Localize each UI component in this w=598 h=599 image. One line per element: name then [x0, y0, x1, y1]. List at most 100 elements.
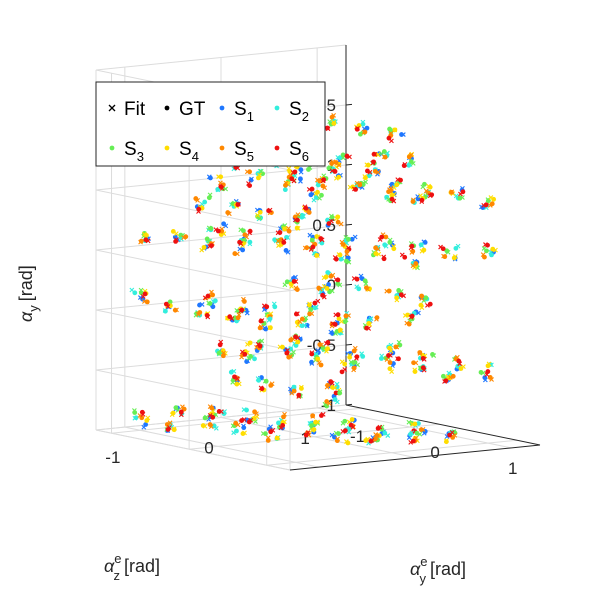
- fit-stroke: [140, 294, 146, 299]
- fit-stroke: [345, 351, 350, 356]
- fit-stroke: [238, 308, 244, 314]
- fit-stroke: [421, 367, 427, 373]
- fit-marker: [213, 227, 219, 233]
- x-tick-label: 1: [508, 459, 517, 478]
- fit-stroke: [353, 355, 359, 361]
- fit-marker: [329, 288, 335, 294]
- fit-marker: [353, 355, 359, 361]
- fit-marker: [268, 424, 274, 430]
- fit-marker: [452, 254, 458, 259]
- fit-stroke: [206, 174, 212, 180]
- fit-marker: [362, 174, 368, 179]
- fit-marker: [336, 162, 342, 168]
- fit-marker: [480, 370, 486, 376]
- fit-stroke: [257, 215, 263, 221]
- point-s3: [256, 339, 262, 345]
- fit-stroke: [138, 287, 144, 293]
- fit-stroke: [370, 160, 376, 166]
- fit-stroke: [238, 241, 244, 247]
- legend-label: GT: [179, 99, 206, 120]
- fit-marker: [129, 287, 135, 293]
- x-axis-label: αe y [rad]: [410, 554, 466, 586]
- fit-marker: [138, 287, 144, 293]
- y-tick-mark-3: [345, 283, 353, 286]
- fit-stroke: [337, 389, 343, 395]
- fit-stroke: [442, 379, 447, 384]
- point-s6: [247, 183, 253, 188]
- fit-marker: [282, 282, 288, 288]
- fit-stroke: [234, 308, 240, 313]
- fit-stroke: [306, 186, 312, 192]
- fit-marker: [354, 180, 360, 186]
- fit-marker: [307, 307, 313, 313]
- fit-marker: [340, 429, 346, 434]
- fit-marker: [458, 191, 463, 197]
- fit-marker: [337, 389, 343, 395]
- legend-marker-dot: [219, 105, 225, 111]
- fit-marker: [229, 316, 235, 322]
- fit-marker: [255, 376, 261, 382]
- fit-stroke: [339, 239, 345, 245]
- fit-marker: [207, 413, 213, 418]
- fit-stroke: [254, 411, 259, 417]
- fit-marker: [245, 358, 250, 364]
- fit-stroke: [386, 197, 391, 202]
- fit-stroke: [141, 299, 147, 304]
- fit-marker: [438, 244, 443, 250]
- fit-stroke: [258, 385, 264, 391]
- fit-stroke: [404, 320, 410, 326]
- fit-stroke: [247, 230, 253, 236]
- fit-marker: [460, 364, 466, 370]
- fit-marker: [334, 399, 340, 405]
- point-s3: [344, 258, 349, 264]
- fit-stroke: [409, 430, 415, 436]
- fit-marker: [346, 259, 352, 265]
- fit-marker: [307, 232, 313, 238]
- fit-marker: [309, 361, 315, 366]
- point-s5: [335, 219, 341, 225]
- z-axis-label: αe z [rad]: [104, 551, 160, 583]
- legend-entry: S4: [164, 139, 199, 164]
- fit-marker: [289, 390, 295, 396]
- fit-marker: [241, 417, 247, 422]
- fit-stroke: [425, 302, 430, 308]
- fit-marker: [395, 177, 401, 183]
- fit-stroke: [296, 394, 302, 399]
- fit-marker: [298, 384, 304, 390]
- fit-stroke: [297, 319, 303, 324]
- fit-marker: [420, 427, 426, 432]
- fit-marker: [486, 361, 492, 367]
- fit-stroke: [313, 191, 319, 197]
- fit-marker: [162, 308, 168, 313]
- fit-marker: [305, 430, 311, 435]
- fit-marker: [408, 152, 414, 158]
- fit-marker: [309, 427, 315, 433]
- fit-stroke: [453, 193, 459, 199]
- fit-stroke: [401, 293, 406, 299]
- fit-marker: [365, 286, 370, 292]
- fit-stroke: [335, 436, 340, 442]
- fit-marker: [381, 254, 387, 260]
- fit-stroke: [302, 245, 308, 251]
- fit-stroke: [231, 368, 237, 374]
- fit-stroke: [206, 225, 212, 231]
- legend-box: [95, 81, 326, 167]
- fit-stroke: [410, 421, 415, 427]
- fit-marker: [335, 154, 341, 160]
- fit-marker: [138, 239, 143, 245]
- fit-stroke: [298, 384, 304, 390]
- fit-stroke: [246, 355, 252, 361]
- grid-z-floor-1: [220, 417, 416, 458]
- grid-y-back-3: [95, 249, 291, 291]
- axis-sup: e: [420, 554, 427, 569]
- point-s5: [210, 292, 216, 298]
- fit-stroke: [265, 435, 271, 441]
- fit-stroke: [319, 237, 325, 243]
- fit-stroke: [388, 353, 393, 358]
- fit-marker: [340, 155, 346, 161]
- fit-marker: [311, 197, 317, 203]
- legend-label: S3: [124, 139, 144, 164]
- legend-main: GT: [179, 99, 206, 120]
- x-tick-label: -1: [350, 427, 365, 446]
- fit-stroke: [331, 119, 337, 125]
